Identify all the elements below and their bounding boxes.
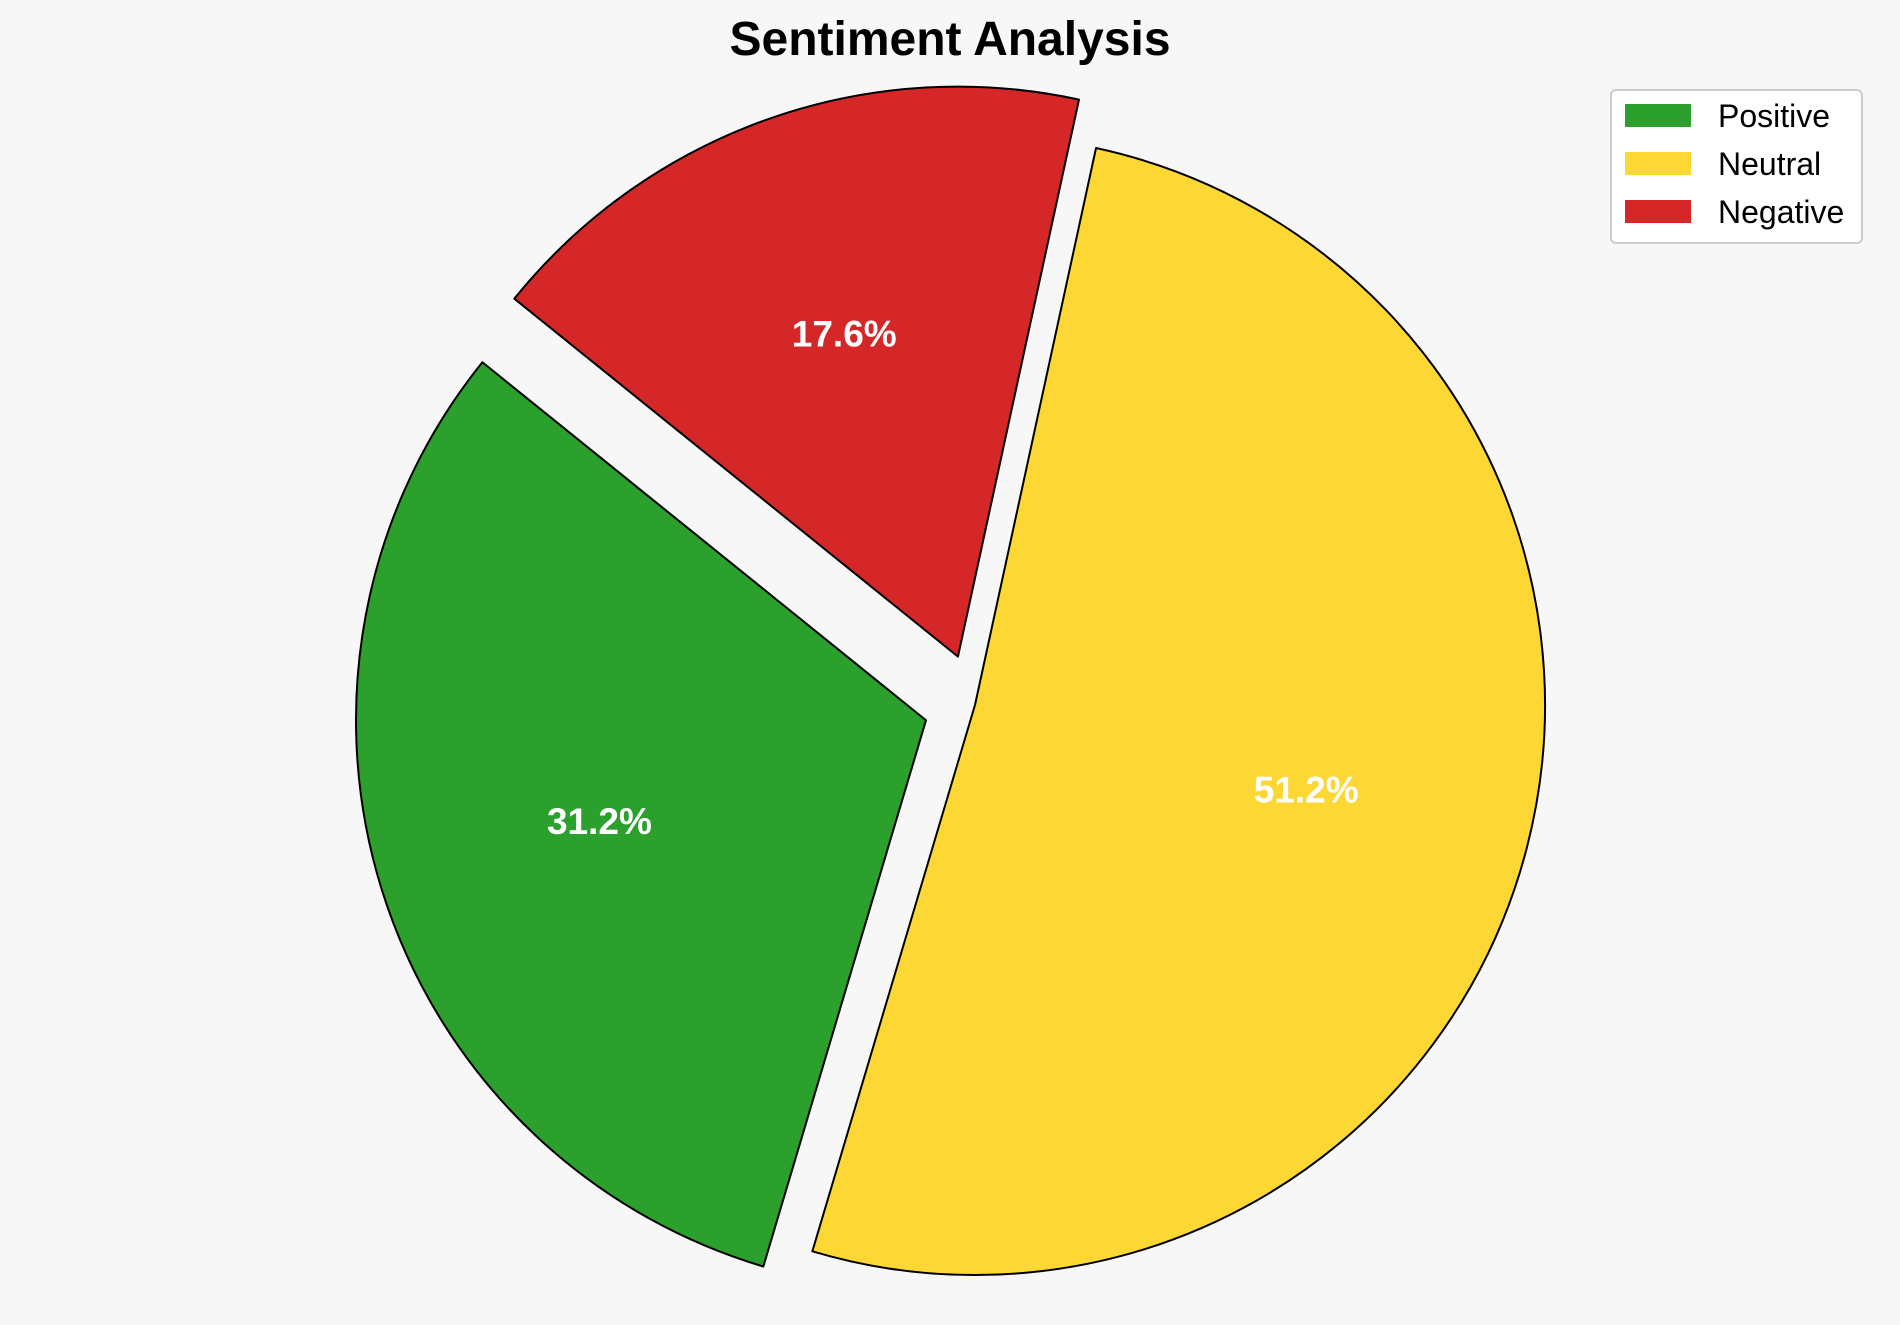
legend-swatch-neutral — [1625, 152, 1691, 175]
slice-label-positive: 31.2% — [547, 801, 652, 842]
legend-swatch-negative — [1625, 200, 1691, 223]
legend-label-positive: Positive — [1718, 98, 1830, 134]
pie-slices — [355, 85, 1546, 1276]
pie-slice-neutral — [811, 146, 1546, 1276]
legend-label-negative: Negative — [1718, 194, 1844, 230]
chart-title: Sentiment Analysis — [729, 13, 1170, 66]
legend-swatch-positive — [1625, 104, 1691, 127]
pie-slice-labels: 31.2% 51.2% 17.6% — [547, 314, 1359, 843]
slice-label-negative: 17.6% — [792, 314, 897, 355]
legend-label-neutral: Neutral — [1718, 146, 1821, 182]
pie-slice-positive — [355, 361, 928, 1268]
legend: Positive Neutral Negative — [1610, 89, 1863, 244]
pie-slice-negative — [513, 85, 1080, 658]
slice-label-neutral: 51.2% — [1254, 770, 1359, 811]
